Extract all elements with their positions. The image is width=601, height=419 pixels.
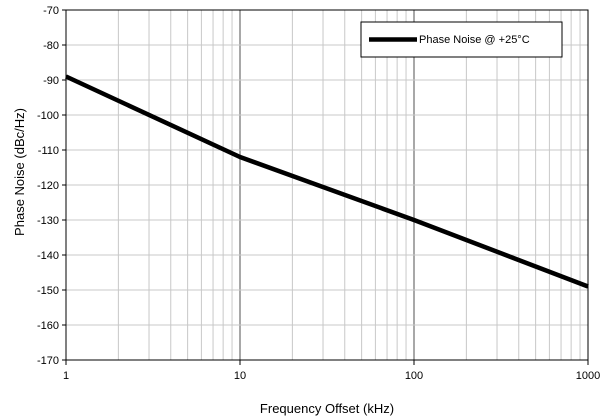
y-tick-label: -170 bbox=[37, 355, 59, 367]
phase-noise-series-line bbox=[65, 74, 589, 289]
y-tick-label: -110 bbox=[38, 145, 59, 157]
axis-ticks: 1 10 100 1000 -70 -80 -90 -100 -110 -120 -130 -140 -… bbox=[37, 5, 600, 382]
y-tick-label: -100 bbox=[37, 110, 59, 122]
y-axis-label: Phase Noise (dBc/Hz) bbox=[12, 108, 27, 236]
x-tick-label: 10 bbox=[234, 370, 246, 382]
y-tick-label: -70 bbox=[43, 5, 59, 17]
x-tick-label: 100 bbox=[405, 370, 423, 382]
y-tick-label: -80 bbox=[43, 40, 59, 52]
y-tick-label: -140 bbox=[37, 250, 59, 262]
y-tick-label: -90 bbox=[43, 75, 59, 87]
x-tick-label: 1000 bbox=[576, 370, 600, 382]
legend: Phase Noise @ +25°C bbox=[360, 21, 563, 58]
x-tick-label: 1 bbox=[63, 370, 69, 382]
y-tick-label: -130 bbox=[37, 215, 59, 227]
y-tick-label: -120 bbox=[37, 180, 59, 192]
legend-label: Phase Noise @ +25°C bbox=[419, 34, 530, 46]
x-axis-label: Frequency Offset (kHz) bbox=[260, 401, 394, 416]
y-tick-label: -150 bbox=[37, 285, 59, 297]
y-tick-label: -160 bbox=[37, 320, 59, 332]
series-group bbox=[65, 74, 589, 289]
